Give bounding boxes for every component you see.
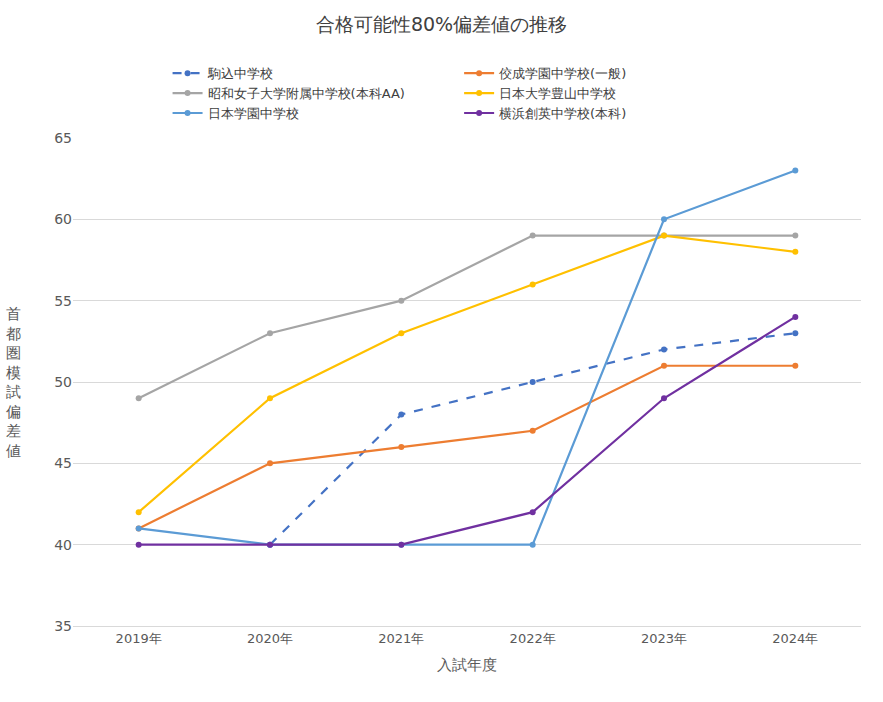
svg-text:40: 40 [54,537,72,553]
svg-text:入試年度: 入試年度 [437,656,497,674]
svg-text:2022年: 2022年 [510,631,556,646]
svg-text:合格可能性80%偏差値の推移: 合格可能性80%偏差値の推移 [316,13,567,35]
svg-text:60: 60 [54,211,72,227]
svg-text:昭和女子大学附属中学校(本科AA): 昭和女子大学附属中学校(本科AA) [208,86,405,101]
svg-text:佼成学園中学校(一般): 佼成学園中学校(一般) [499,66,626,81]
svg-text:2020年: 2020年 [247,631,293,646]
svg-text:横浜創英中学校(本科): 横浜創英中学校(本科) [499,106,626,121]
svg-text:2019年: 2019年 [116,631,162,646]
svg-text:2023年: 2023年 [641,631,687,646]
svg-text:45: 45 [54,455,72,471]
svg-text:65: 65 [54,130,72,146]
svg-text:2024年: 2024年 [772,631,818,646]
svg-text:2021年: 2021年 [378,631,424,646]
svg-text:日本大学豊山中学校: 日本大学豊山中学校 [499,86,616,101]
svg-text:首都圏模試偏差値: 首都圏模試偏差値 [6,305,21,460]
svg-text:35: 35 [54,618,72,634]
svg-text:日本学園中学校: 日本学園中学校 [208,106,299,121]
svg-text:55: 55 [54,293,72,309]
svg-text:駒込中学校: 駒込中学校 [207,66,273,81]
svg-text:50: 50 [54,374,72,390]
